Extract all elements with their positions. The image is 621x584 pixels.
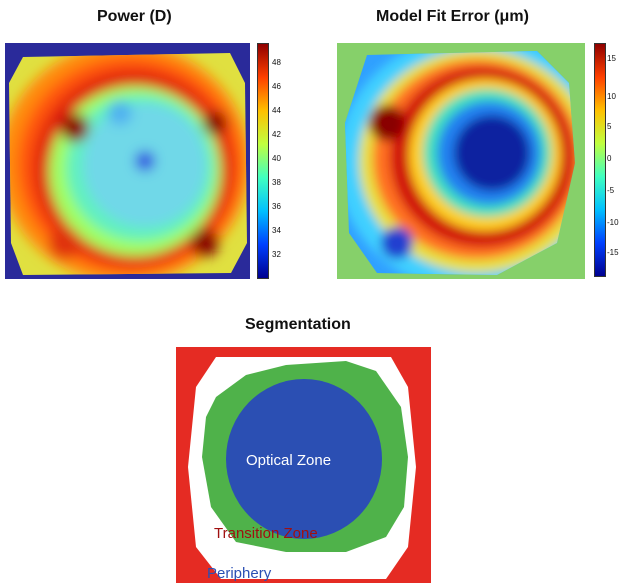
power-tick: 36 — [272, 202, 281, 211]
power-colorbar — [257, 43, 269, 279]
power-tick: 42 — [272, 130, 281, 139]
fit-error-tick: 0 — [607, 154, 612, 163]
fit-error-tick: -15 — [607, 248, 619, 257]
fit-error-tick: -10 — [607, 218, 619, 227]
power-colorbar-ticks: 48 46 44 42 40 38 36 34 32 — [272, 43, 302, 277]
segmentation-map — [176, 347, 431, 583]
power-map — [5, 43, 250, 279]
power-tick: 32 — [272, 250, 281, 259]
power-tick: 48 — [272, 58, 281, 67]
power-tick: 34 — [272, 226, 281, 235]
fit-error-tick: 5 — [607, 122, 612, 131]
fit-error-tick: -5 — [607, 186, 615, 195]
optical-zone-label: Optical Zone — [246, 452, 332, 469]
fit-error-title: Model Fit Error (μm) — [376, 8, 529, 25]
transition-zone-label: Transition Zone — [214, 525, 318, 542]
periphery-label: Periphery — [207, 565, 272, 582]
power-tick: 40 — [272, 154, 281, 163]
fit-error-colorbar-ticks: 15 10 5 0 -5 -10 -15 — [607, 43, 621, 275]
fit-error-map — [337, 43, 585, 279]
segmentation-title: Segmentation — [245, 316, 351, 333]
fit-error-tick: 15 — [607, 54, 616, 63]
power-tick: 38 — [272, 178, 281, 187]
optical-zone-region — [226, 379, 382, 539]
power-tick: 46 — [272, 82, 281, 91]
fit-error-colorbar — [594, 43, 606, 277]
fit-error-tick: 10 — [607, 92, 616, 101]
power-tick: 44 — [272, 106, 281, 115]
power-map-title: Power (D) — [97, 8, 172, 25]
